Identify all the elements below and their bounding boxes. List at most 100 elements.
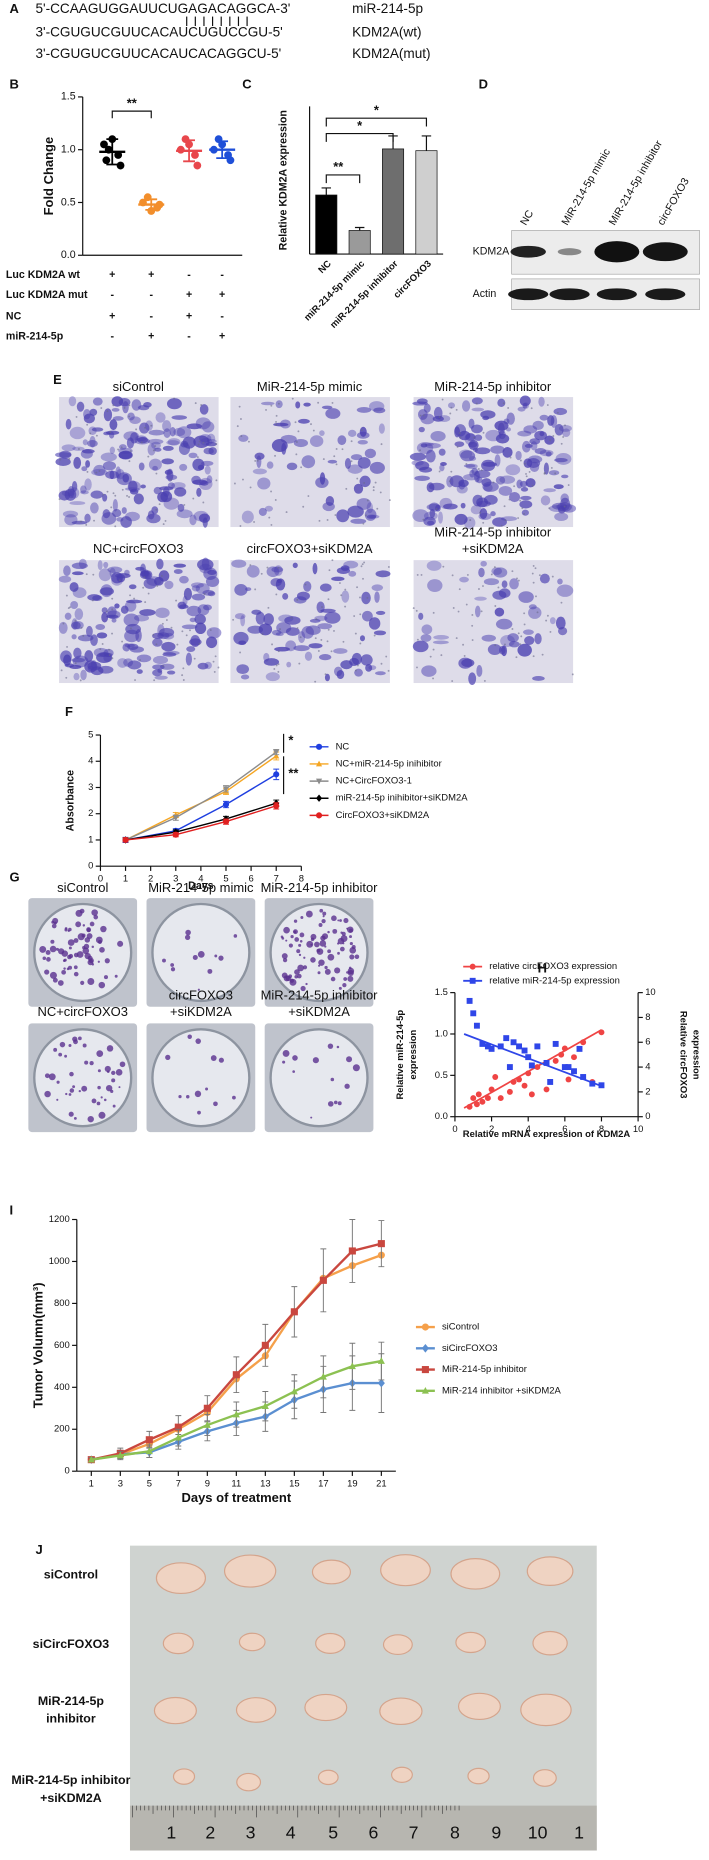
cell [196, 487, 202, 497]
cell [506, 427, 511, 432]
sequence: 5'-CCAAGUGGAUUCUGAGACAGGCA-3' [35, 1, 290, 16]
ruler-number: 1 [574, 1823, 584, 1843]
pore [560, 601, 563, 604]
photo-label: +siKDM2A [462, 541, 524, 556]
colony [187, 1034, 192, 1039]
cell [186, 423, 203, 430]
pore [356, 664, 359, 667]
pore [471, 614, 474, 616]
colony [292, 1055, 298, 1061]
cell [312, 562, 318, 575]
cell [515, 450, 522, 461]
pore [182, 667, 185, 670]
pore [548, 507, 551, 510]
row-label: Luc KDM2A mut [6, 289, 88, 301]
colony [112, 1104, 116, 1108]
cell [182, 595, 188, 606]
cell [162, 652, 177, 657]
cell [471, 467, 478, 475]
cell [70, 600, 79, 610]
pore [233, 482, 236, 485]
x-tick-label: miR-214-5p mimic [302, 258, 367, 323]
colony [56, 1098, 59, 1101]
pore [451, 574, 454, 577]
pore [212, 660, 215, 663]
cell [63, 654, 72, 666]
sign: - [110, 289, 114, 301]
bar [382, 148, 405, 255]
colony [299, 940, 303, 943]
cell [554, 424, 564, 436]
cell [557, 578, 563, 585]
cell [152, 465, 158, 471]
sign: + [219, 331, 225, 343]
pore [101, 643, 104, 645]
pore [327, 628, 330, 631]
pore [379, 491, 382, 494]
pore [480, 495, 483, 498]
pore [523, 462, 526, 465]
cell [173, 427, 186, 437]
sign: - [149, 311, 153, 323]
row-label: miR-214-5p [6, 331, 64, 343]
cell [155, 607, 170, 619]
y-tick-label: 0.0 [61, 249, 76, 261]
cell [470, 505, 482, 515]
pore [459, 436, 462, 439]
colony [69, 1088, 75, 1093]
cell [285, 627, 300, 636]
pore [215, 479, 218, 482]
pore [59, 458, 62, 461]
y2-tick-label: 0 [645, 1111, 650, 1122]
cell [439, 464, 445, 472]
pore [551, 575, 554, 578]
cell [100, 452, 117, 462]
lane-label: MiR-214-5p mimic [559, 146, 613, 227]
cell [429, 508, 436, 518]
pore [117, 448, 120, 451]
pore [517, 632, 520, 635]
legend-marker [315, 812, 323, 819]
cell [336, 669, 345, 680]
colony [104, 1065, 111, 1073]
point [348, 1362, 356, 1370]
cell [152, 638, 163, 647]
colony [312, 1057, 319, 1064]
colony [314, 941, 320, 948]
pore [374, 481, 377, 484]
y-tick-label: 0.5 [61, 196, 76, 208]
pore [465, 463, 468, 465]
pore [422, 414, 425, 417]
colony [78, 1036, 82, 1041]
pore [388, 499, 391, 502]
pore [536, 611, 539, 614]
legend-marker [315, 794, 323, 802]
pore [359, 642, 362, 645]
point [87, 1455, 95, 1463]
colony [346, 927, 349, 930]
cell [357, 439, 368, 445]
cell [174, 487, 187, 497]
y-tick-label: 1000 [49, 1256, 70, 1267]
colony [324, 965, 328, 970]
point [232, 1410, 240, 1418]
colony [349, 935, 352, 939]
pore [363, 482, 366, 484]
band [510, 245, 546, 258]
pore [183, 503, 186, 506]
pore [114, 525, 117, 528]
cell [365, 664, 373, 672]
cell [347, 429, 357, 437]
x-tick-label: 8 [599, 1124, 604, 1135]
point [273, 752, 280, 759]
cell [508, 641, 520, 648]
cell [468, 418, 475, 429]
cell [61, 444, 76, 452]
cell [416, 398, 428, 405]
tumor [455, 1631, 487, 1654]
colony [340, 946, 345, 952]
group-label: siCircFOXO3 [33, 1637, 110, 1651]
point [473, 1101, 480, 1108]
cell [109, 419, 118, 431]
cell [480, 560, 487, 567]
